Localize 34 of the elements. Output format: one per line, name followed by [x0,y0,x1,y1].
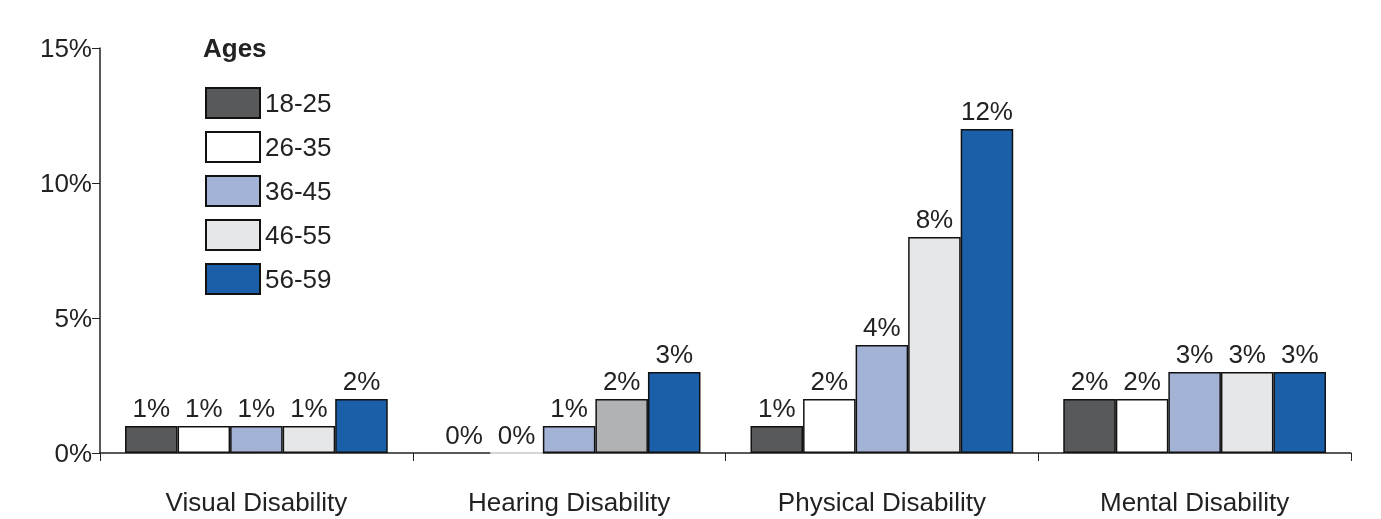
data-label: 3% [1228,339,1266,369]
data-label: 2% [810,366,849,396]
legend-label: 26-35 [265,132,332,162]
y-tick-label: 15% [39,33,92,63]
data-label: 0% [445,419,483,450]
y-tick-label: 10% [39,168,92,198]
data-label: 12% [960,96,1013,126]
x-tick-label: Hearing Disability [467,487,671,517]
data-label: 1% [290,393,328,423]
data-label: 8% [915,204,954,234]
data-label: 1% [185,393,223,423]
data-label: 3% [1280,339,1319,369]
legend-label: 36-45 [265,176,332,206]
data-label: 1% [550,393,588,423]
data-label: 1% [237,393,276,423]
legend-title: Ages [203,33,267,63]
data-label: 2% [1123,366,1161,396]
data-label: 2% [602,366,641,396]
data-label: 4% [863,312,901,342]
legend-label: 18-25 [265,88,332,118]
data-label: 3% [655,339,693,369]
y-tick-label: 0% [54,438,92,468]
data-label: 1% [132,393,171,423]
data-label: 2% [1070,366,1109,396]
legend-label: 46-55 [265,220,332,250]
y-tick-label: 5% [54,303,92,333]
data-label: 3% [1175,339,1214,369]
x-tick-label: Mental Disability [1099,487,1290,517]
x-tick-label: Physical Disability [777,487,986,517]
data-label: 2% [342,366,381,396]
x-tick-label: Visual Disability [165,487,348,517]
data-label: 1% [758,393,796,423]
legend-label: 56-59 [265,264,332,294]
data-label: 0% [497,419,536,450]
